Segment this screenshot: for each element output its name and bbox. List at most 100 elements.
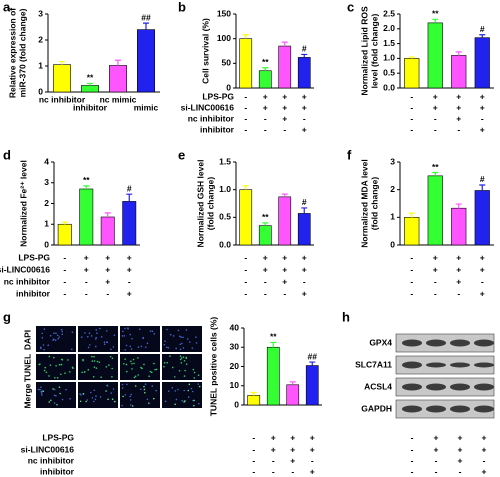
cell-dot: [93, 400, 95, 403]
condition-sign: +: [302, 102, 307, 112]
condition-name: si-LINC00616: [21, 444, 75, 454]
bar: [297, 57, 311, 89]
image-row-label: TUNEL: [22, 354, 32, 382]
cell-dot: [44, 366, 47, 369]
cell-dot: [137, 357, 139, 359]
cell-dot: [191, 390, 194, 393]
panel-letter: g: [3, 309, 11, 324]
condition-sign: -: [410, 124, 413, 134]
cell-dot: [94, 398, 97, 401]
cell-dot: [96, 360, 99, 363]
cell-dot: [111, 398, 114, 400]
cell-dot: [180, 357, 183, 359]
condition-sign: -: [303, 276, 306, 286]
cell-dot: [100, 376, 102, 379]
cell-dot: [131, 362, 133, 365]
condition-sign: +: [458, 432, 463, 442]
cell-dot: [93, 355, 95, 358]
cell-dot: [49, 364, 52, 366]
cell-dot: [60, 328, 63, 331]
y-tick-label: 3: [38, 8, 43, 18]
condition-sign: -: [481, 276, 484, 286]
y-tick-label: 40: [230, 322, 240, 332]
cell-dot: [134, 385, 137, 387]
y-axis-label: Normalized GSH level: [195, 160, 205, 248]
cell-dot: [127, 327, 129, 329]
condition-sign: +: [480, 288, 485, 298]
cell-dot: [82, 393, 85, 395]
cell-dot: [59, 392, 61, 395]
condition-sign: +: [480, 124, 485, 134]
cell-dot: [65, 388, 67, 391]
condition-sign: +: [263, 102, 268, 112]
significance-mark: #: [302, 44, 307, 54]
condition-sign: +: [310, 466, 315, 476]
cell-dot: [181, 342, 183, 345]
cell-dot: [149, 370, 152, 373]
cell-dot: [96, 332, 98, 334]
condition-sign: +: [434, 432, 439, 442]
cell-dot: [95, 395, 97, 397]
condition-sign: -: [411, 432, 414, 442]
band-label: GPX4: [369, 337, 392, 347]
cell-dot: [183, 401, 185, 403]
blot-band: [402, 339, 422, 347]
cell-dot: [93, 366, 96, 369]
micrograph: [120, 326, 160, 352]
error-bar: [281, 193, 288, 197]
condition-sign: +: [302, 91, 307, 101]
condition-sign: -: [311, 455, 314, 465]
y-tick-label: 0.5: [383, 67, 395, 77]
condition-sign: -: [457, 288, 460, 298]
error-bar: [455, 51, 462, 56]
condition-sign: +: [480, 102, 485, 112]
significance-mark: #: [127, 183, 132, 193]
condition-sign: +: [282, 102, 287, 112]
cell-dot: [187, 389, 190, 392]
cell-dot: [109, 355, 112, 358]
error-bar: [432, 18, 439, 23]
cell-dot: [152, 397, 155, 400]
cell-dot: [139, 388, 142, 391]
condition-sign: -: [252, 444, 255, 454]
error-bar: [115, 59, 121, 66]
condition-sign: -: [272, 466, 275, 476]
significance-mark: **: [270, 332, 277, 342]
condition-sign: +: [127, 264, 132, 274]
cell-dot: [144, 346, 147, 348]
condition-sign: +: [480, 264, 485, 274]
y-tick-label: 4: [44, 156, 49, 166]
cell-dot: [54, 339, 57, 342]
cell-dot: [90, 335, 93, 337]
bar: [278, 45, 292, 89]
cell-dot: [143, 385, 145, 388]
y-tick-label: 150: [217, 8, 231, 18]
bar: [474, 190, 490, 246]
cell-dot: [166, 361, 168, 364]
blot-band: [402, 361, 422, 369]
cell-dot: [125, 370, 128, 373]
cell-dot: [105, 390, 107, 392]
cell-dot: [106, 341, 108, 343]
blot-band: [474, 362, 494, 368]
cell-dot: [121, 383, 124, 386]
cell-dot: [193, 377, 196, 379]
cell-dot: [94, 345, 97, 348]
cell-dot: [124, 394, 127, 396]
micrograph: [36, 326, 76, 352]
cell-dot: [191, 347, 194, 349]
error-bar: [250, 391, 257, 396]
condition-sign: -: [244, 124, 247, 134]
panel-letter: c: [347, 0, 354, 14]
cell-dot: [153, 333, 156, 335]
cell-dot: [103, 341, 106, 344]
cell-dot: [121, 404, 123, 407]
cell-dot: [57, 337, 59, 340]
condition-sign: -: [264, 124, 267, 134]
bar: [266, 346, 280, 406]
cell-dot: [148, 402, 150, 404]
cell-dot: [113, 400, 116, 403]
condition-sign: -: [244, 102, 247, 112]
cell-dot: [153, 362, 155, 365]
cell-dot: [113, 334, 116, 336]
